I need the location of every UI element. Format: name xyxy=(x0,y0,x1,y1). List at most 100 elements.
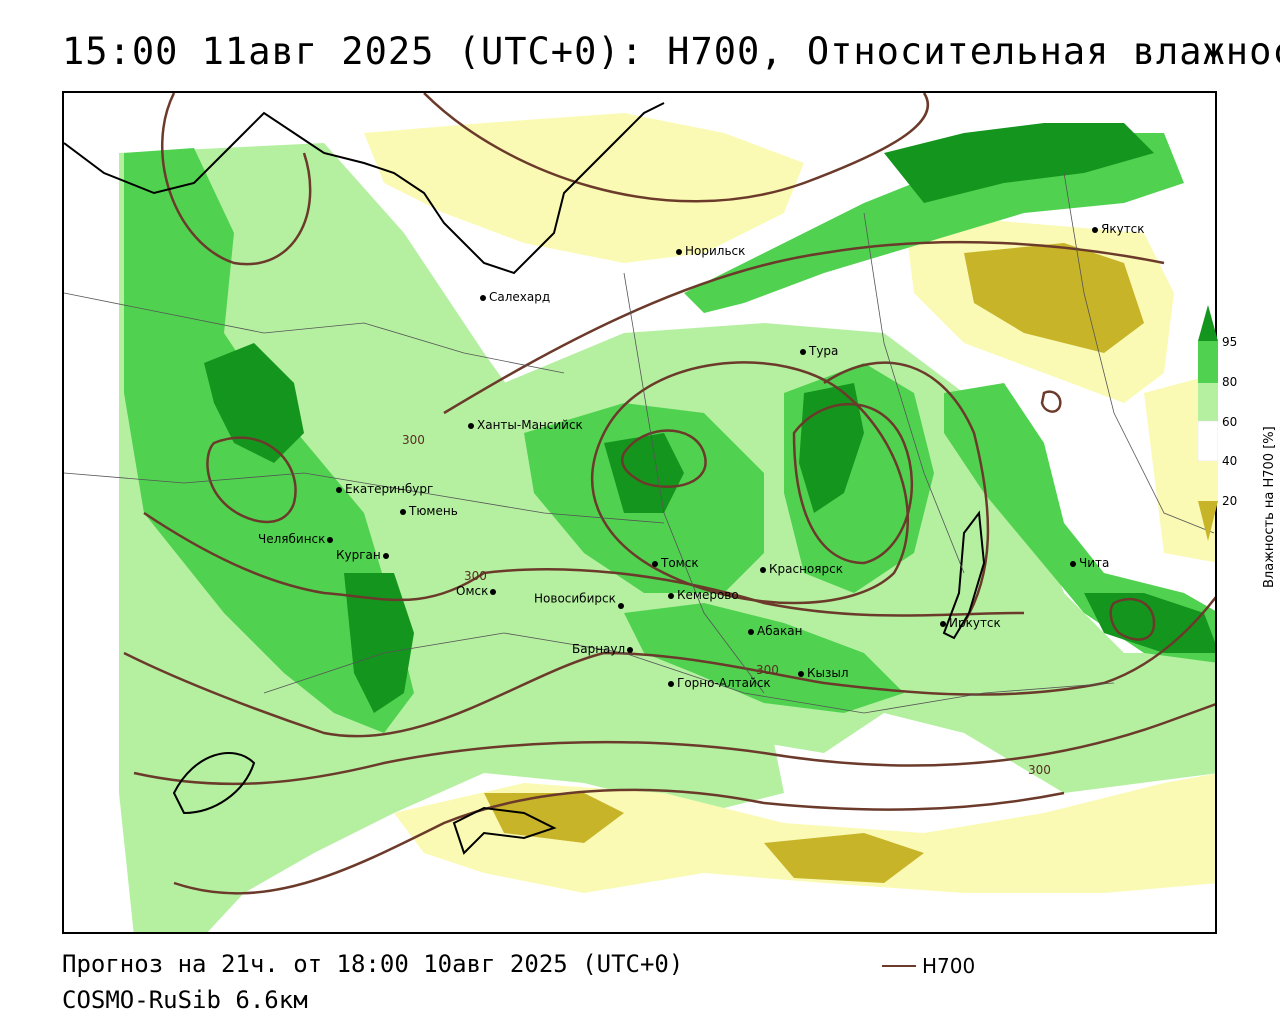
model-name: COSMO-RuSib 6.6км xyxy=(62,986,308,1014)
h700-contour-south3 xyxy=(173,788,1065,895)
rh-field-dark-5 xyxy=(1084,593,1215,653)
city-norilsk: Норильск xyxy=(676,245,745,257)
chart-title: 15:00 11авг 2025 (UTC+0): H700, Относите… xyxy=(62,30,1280,73)
colorbar-bottom-arrow xyxy=(1198,501,1218,541)
rh-field-mid-south xyxy=(624,603,904,713)
city-label: Норильск xyxy=(685,244,746,258)
city-label: Чита xyxy=(1079,556,1110,570)
city-chita: Чита xyxy=(1070,557,1109,569)
city-label: Иркутск xyxy=(949,616,1001,630)
city-marker-icon xyxy=(327,536,334,543)
city-label: Абакан xyxy=(757,624,803,638)
city-label: Красноярск xyxy=(769,562,843,576)
admin-border-3 xyxy=(623,272,765,694)
map-fields xyxy=(64,93,1215,932)
city-marker-icon xyxy=(760,566,766,573)
map-area: Норильск Якутск Салехард Тура Ханты-Манс… xyxy=(62,91,1217,934)
black-sea-coast xyxy=(172,752,256,815)
city-gorno-altaysk: Горно-Алтайск xyxy=(668,677,771,689)
city-label: Кемерово xyxy=(677,588,739,602)
city-marker-icon xyxy=(748,628,754,635)
city-label: Тюмень xyxy=(409,504,458,518)
admin-border-4 xyxy=(863,212,965,574)
city-kemerovo: Кемерово xyxy=(668,589,739,601)
city-marker-icon xyxy=(617,603,624,609)
city-novosibirsk: Новосибирск xyxy=(534,589,627,609)
rh-field-light-west xyxy=(119,143,784,932)
city-tomsk: Томск xyxy=(652,557,699,569)
city-krasnoyarsk: Красноярск xyxy=(760,563,843,575)
city-tyumen: Тюмень xyxy=(400,505,458,517)
legend-tick: 60 xyxy=(1222,415,1238,429)
h700-contour-south2 xyxy=(133,703,1215,786)
h700-contour-inner-ring xyxy=(620,429,707,488)
city-label: Горно-Алтайск xyxy=(677,676,771,690)
colorbar-40-60 xyxy=(1198,420,1218,462)
contour-key-line xyxy=(882,965,916,967)
admin-border-5 xyxy=(1063,172,1215,534)
rh-field-yellow-north xyxy=(364,113,804,263)
city-kurgan: Курган xyxy=(336,549,392,561)
arctic-coastline xyxy=(64,102,665,275)
h700-contour-east-arc xyxy=(823,361,990,624)
contour-key-label: H700 xyxy=(922,954,976,978)
city-label: Екатеринбург xyxy=(345,482,434,496)
rh-field-olive-south xyxy=(484,793,624,843)
h700-contour-center-ring xyxy=(591,361,909,605)
legend-tick: 95 xyxy=(1222,335,1238,349)
city-label: Кызыл xyxy=(807,666,849,680)
colorbar-top-arrow xyxy=(1198,305,1218,341)
admin-borders xyxy=(64,172,1215,714)
legend-tick: 80 xyxy=(1222,375,1238,389)
admin-border-6 xyxy=(263,632,1115,714)
city-irkutsk: Иркутск xyxy=(940,617,1001,629)
city-label: Ханты-Мансийск xyxy=(477,418,583,432)
h700-contour-arc xyxy=(443,240,1165,415)
h700-contour-ne-ring xyxy=(1040,390,1062,413)
city-marker-icon xyxy=(468,422,474,429)
city-marker-icon xyxy=(798,670,804,677)
city-label: Новосибирск xyxy=(534,591,616,606)
city-abakan: Абакан xyxy=(748,625,802,637)
city-yakutsk: Якутск xyxy=(1092,223,1145,235)
city-kyzyl: Кызыл xyxy=(798,667,849,679)
rh-field-dark-2 xyxy=(344,573,414,713)
rh-field-olive-south2 xyxy=(764,833,924,883)
h700-contour-mid xyxy=(143,511,1025,617)
rh-field-mid-east xyxy=(944,383,1215,663)
h700-contours xyxy=(123,93,1215,895)
colorbar-80-95 xyxy=(1198,341,1218,383)
city-marker-icon xyxy=(668,592,674,599)
h700-contour-north xyxy=(423,93,930,203)
city-marker-icon xyxy=(1070,560,1076,567)
city-marker-icon xyxy=(676,248,682,255)
admin-border-1 xyxy=(64,292,565,374)
contour-label: 300 xyxy=(464,569,487,583)
legend-title: Влажность на H700 [%] xyxy=(1262,426,1277,588)
city-marker-icon xyxy=(627,646,634,653)
city-marker-icon xyxy=(400,508,406,515)
contour-label: 300 xyxy=(756,663,779,677)
contour-label: 300 xyxy=(1028,763,1051,777)
humidity-colorbar xyxy=(1198,305,1218,541)
city-marker-icon xyxy=(490,588,497,595)
city-yekaterinburg: Екатеринбург xyxy=(336,483,433,495)
city-label: Томск xyxy=(661,556,699,570)
city-label: Челябинск xyxy=(258,532,326,546)
baikal-outline xyxy=(942,510,986,640)
city-marker-icon xyxy=(668,680,674,687)
caspian-coast xyxy=(452,806,557,855)
coastlines xyxy=(64,102,986,855)
h700-contour-east-ring xyxy=(792,402,913,565)
rh-field-dark-4 xyxy=(884,123,1154,203)
rh-field-dark-3 xyxy=(799,383,864,513)
forecast-info: Прогноз на 21ч. от 18:00 10авг 2025 (UTC… xyxy=(62,950,684,978)
city-label: Якутск xyxy=(1101,222,1145,236)
rh-field-yellow-east xyxy=(1144,374,1215,563)
city-khanty-mansiysk: Ханты-Мансийск xyxy=(468,419,583,431)
city-marker-icon xyxy=(382,552,389,559)
colorbar-20-40 xyxy=(1198,461,1218,501)
city-marker-icon xyxy=(652,560,658,567)
contour-label: 300 xyxy=(402,433,425,447)
city-omsk: Омск xyxy=(456,585,499,597)
